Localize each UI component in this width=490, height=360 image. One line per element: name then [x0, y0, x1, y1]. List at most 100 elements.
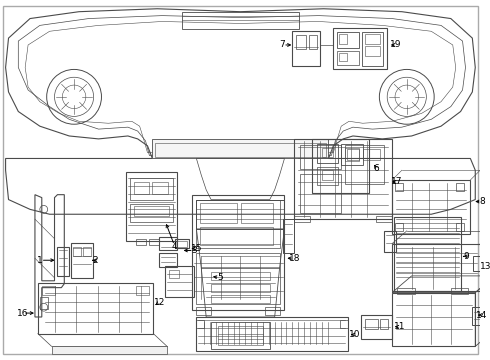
Bar	[300, 174, 341, 213]
Bar	[339, 53, 347, 60]
Bar	[38, 283, 153, 334]
Bar	[83, 247, 91, 256]
Bar	[136, 286, 149, 296]
Bar	[300, 145, 341, 169]
Bar	[365, 46, 380, 56]
Bar	[294, 139, 392, 219]
Bar	[294, 216, 310, 222]
Bar	[211, 284, 270, 292]
Text: 12: 12	[153, 298, 165, 307]
Bar	[242, 203, 273, 223]
Text: 13: 13	[480, 262, 490, 271]
Bar	[362, 32, 383, 66]
Text: 14: 14	[476, 311, 488, 320]
Bar	[361, 315, 392, 339]
Bar	[196, 320, 204, 328]
Bar	[312, 139, 368, 193]
Text: 4: 4	[172, 242, 178, 251]
Bar	[149, 239, 159, 244]
Bar	[211, 272, 270, 280]
Bar	[380, 319, 388, 329]
Text: 10: 10	[349, 330, 361, 339]
Bar	[155, 143, 325, 157]
Bar	[317, 167, 338, 185]
Bar	[134, 206, 169, 216]
Bar	[376, 216, 392, 222]
Text: 15: 15	[191, 244, 202, 253]
Bar	[152, 139, 328, 158]
Bar	[134, 182, 149, 194]
Bar	[395, 183, 403, 191]
Bar	[130, 204, 173, 222]
Bar	[333, 28, 387, 69]
Bar	[73, 247, 81, 256]
Bar	[456, 223, 464, 231]
Bar	[283, 219, 294, 253]
Bar	[394, 217, 461, 291]
Bar	[136, 239, 146, 244]
Text: 17: 17	[391, 177, 403, 186]
Bar	[296, 35, 306, 49]
Text: 6: 6	[373, 164, 379, 173]
Text: 5: 5	[217, 273, 223, 282]
Text: 16: 16	[17, 309, 28, 318]
Text: 18: 18	[289, 254, 300, 263]
Bar	[397, 288, 415, 293]
Bar	[169, 270, 179, 278]
Bar	[126, 172, 177, 241]
Bar	[265, 307, 280, 315]
Bar	[309, 35, 317, 49]
Bar	[196, 317, 348, 351]
Bar	[365, 319, 378, 329]
Bar	[321, 170, 333, 180]
Bar	[196, 199, 285, 229]
Bar	[71, 243, 93, 278]
Bar	[218, 326, 263, 345]
Bar	[340, 320, 348, 328]
Bar	[175, 239, 189, 248]
Bar	[57, 247, 69, 276]
Text: 7: 7	[280, 40, 285, 49]
Bar	[196, 307, 211, 315]
Text: 11: 11	[394, 322, 406, 331]
Bar	[211, 296, 270, 303]
Text: 8: 8	[479, 197, 485, 206]
Bar	[40, 297, 48, 309]
Text: 2: 2	[93, 256, 98, 265]
Text: 19: 19	[390, 40, 402, 49]
Bar	[456, 183, 464, 191]
Bar	[345, 148, 359, 161]
Bar	[337, 51, 359, 64]
Bar	[395, 223, 403, 231]
Bar	[211, 322, 270, 349]
Bar	[341, 144, 363, 165]
Bar	[51, 346, 167, 354]
Bar	[159, 237, 177, 251]
Bar	[196, 199, 280, 248]
Bar	[345, 145, 384, 184]
Bar	[363, 149, 380, 161]
Bar	[293, 31, 319, 66]
Bar	[347, 149, 359, 161]
Bar	[182, 12, 299, 29]
Bar	[384, 231, 396, 252]
Bar	[200, 227, 273, 244]
Bar	[472, 307, 484, 325]
Bar	[392, 244, 480, 291]
Bar	[152, 182, 168, 194]
Bar	[192, 195, 285, 310]
Bar	[317, 144, 338, 163]
Bar	[42, 286, 55, 296]
Text: 9: 9	[464, 252, 469, 261]
Bar	[165, 266, 195, 297]
Bar	[337, 32, 359, 48]
Bar	[365, 34, 380, 44]
Bar	[196, 253, 280, 304]
Bar	[200, 203, 238, 223]
Bar	[392, 293, 475, 346]
Bar	[339, 34, 347, 44]
Bar	[130, 178, 173, 199]
Bar	[321, 148, 333, 157]
Bar	[451, 288, 468, 293]
Bar	[177, 241, 187, 247]
